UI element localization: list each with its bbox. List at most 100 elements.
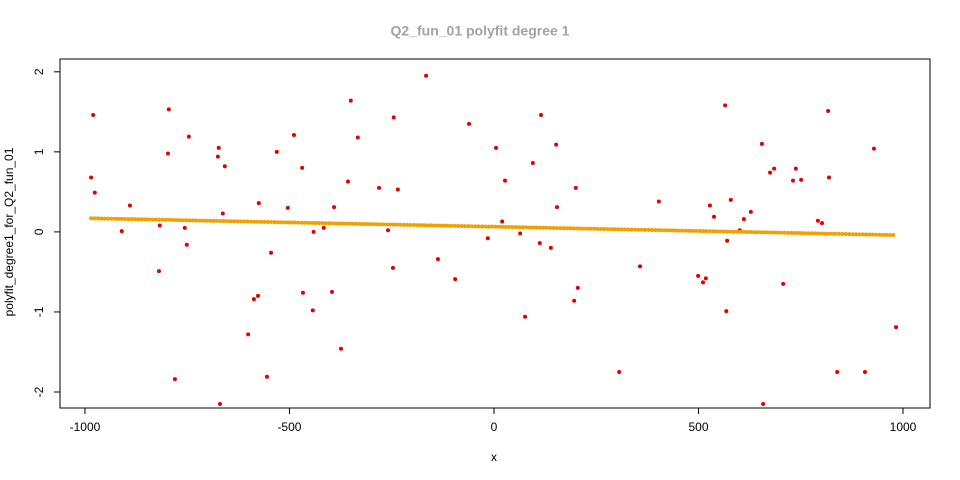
point: [246, 332, 251, 337]
point: [494, 145, 499, 150]
point: [220, 211, 225, 216]
x-tick-label: 1000: [890, 420, 917, 434]
point: [572, 298, 577, 303]
point: [285, 205, 290, 210]
y-tick-label: 2: [32, 68, 46, 75]
point: [467, 121, 472, 126]
point: [216, 145, 221, 150]
point: [656, 199, 661, 204]
point: [386, 228, 391, 233]
point: [518, 231, 523, 236]
point: [391, 115, 396, 120]
point: [172, 377, 177, 382]
point: [862, 369, 867, 374]
point: [157, 223, 162, 228]
point: [217, 401, 222, 406]
point: [91, 113, 96, 118]
point: [638, 264, 642, 269]
point: [826, 109, 831, 114]
point: [523, 314, 528, 319]
y-tick-label: 0: [32, 228, 46, 235]
point: [156, 269, 161, 274]
point: [554, 205, 559, 210]
point: [310, 308, 315, 313]
point: [617, 369, 622, 374]
point: [696, 273, 701, 278]
point: [311, 229, 316, 234]
point: [530, 161, 535, 166]
point: [165, 151, 170, 156]
point: [377, 185, 382, 190]
point: [300, 165, 305, 170]
point: [772, 166, 777, 171]
point: [89, 175, 94, 180]
point: [127, 203, 132, 208]
point: [554, 142, 559, 147]
point: [725, 238, 730, 243]
point: [264, 374, 269, 379]
point: [92, 190, 97, 195]
point: [790, 178, 795, 183]
fit-line: [89, 216, 899, 238]
point: [182, 225, 187, 230]
y-tick-label: -1: [32, 306, 46, 317]
point: [723, 103, 728, 108]
point: [348, 98, 353, 103]
y-axis-label: polyfit_degree1_for_Q2_fun_01: [2, 147, 16, 316]
point: [355, 135, 360, 140]
x-tick-label: 0: [491, 420, 498, 434]
point: [793, 166, 798, 171]
point: [748, 209, 753, 214]
point: [503, 178, 508, 183]
point: [894, 325, 899, 330]
point: [330, 289, 335, 294]
point: [255, 293, 260, 298]
point: [291, 133, 296, 138]
point: [119, 229, 124, 234]
point: [390, 265, 395, 270]
point: [269, 250, 274, 255]
point: [548, 245, 553, 250]
y-tick-label: -2: [32, 386, 46, 397]
point: [539, 113, 544, 118]
point: [871, 146, 876, 151]
point: [724, 309, 729, 314]
point: [799, 177, 804, 182]
point: [575, 285, 580, 290]
point: [781, 281, 786, 286]
point: [339, 346, 344, 351]
point: [759, 141, 764, 146]
point: [300, 290, 305, 295]
x-tick-label: -1000: [70, 420, 101, 434]
x-tick-label: -500: [277, 420, 301, 434]
point: [256, 201, 261, 206]
point: [573, 185, 578, 190]
point: [395, 187, 400, 192]
point: [500, 219, 505, 224]
point: [815, 218, 820, 223]
x-axis-label: x: [491, 450, 497, 464]
point: [703, 276, 708, 281]
point: [345, 179, 350, 184]
point: [424, 73, 429, 78]
chart-title: Q2_fun_01 polyfit degree 1: [391, 23, 570, 39]
point: [186, 134, 191, 139]
point: [166, 107, 171, 112]
point: [321, 225, 326, 230]
point: [712, 214, 717, 219]
point: [820, 221, 825, 226]
point: [251, 297, 256, 302]
point: [835, 369, 840, 374]
point: [184, 242, 189, 247]
point: [537, 241, 542, 246]
point: [741, 217, 746, 222]
y-tick-label: 1: [32, 148, 46, 155]
point: [485, 236, 490, 241]
point: [453, 277, 458, 282]
point: [435, 257, 440, 262]
point: [222, 164, 227, 169]
point: [707, 203, 712, 208]
point: [728, 197, 733, 202]
point: [215, 154, 220, 159]
